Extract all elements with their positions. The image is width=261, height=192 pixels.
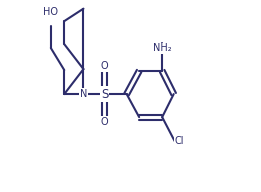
Text: HO: HO xyxy=(43,7,58,17)
Text: O: O xyxy=(101,61,108,71)
Text: S: S xyxy=(101,88,108,101)
Text: NH₂: NH₂ xyxy=(153,43,171,53)
Text: O: O xyxy=(101,117,108,127)
Text: Cl: Cl xyxy=(175,136,184,146)
Text: N: N xyxy=(80,89,87,99)
